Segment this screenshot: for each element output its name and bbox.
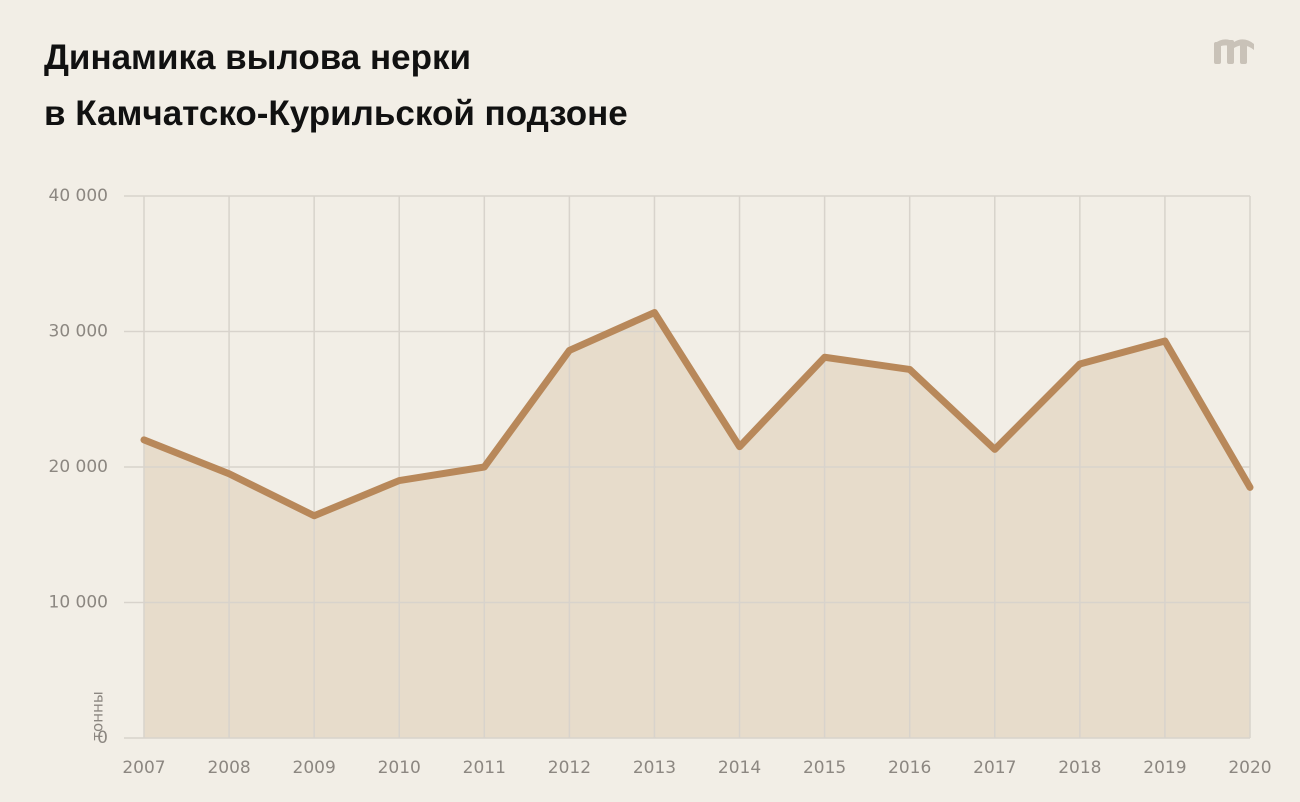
x-tick-label: 2012 <box>548 758 591 778</box>
y-tick-label: 10 000 <box>49 593 108 613</box>
x-tick-label: 2015 <box>803 758 846 778</box>
line <box>140 309 1254 520</box>
x-tick-label: 2011 <box>463 758 506 778</box>
area <box>144 312 1250 738</box>
x-tick-label: 2017 <box>973 758 1016 778</box>
x-tick-label: 2018 <box>1058 758 1101 778</box>
x-tick-label: 2007 <box>122 758 165 778</box>
x-tick-label: 2020 <box>1228 758 1271 778</box>
x-tick-label: 2009 <box>293 758 336 778</box>
y-tick-label: 40 000 <box>49 186 108 206</box>
x-tick-label: 2016 <box>888 758 931 778</box>
x-tick-label: 2019 <box>1143 758 1186 778</box>
y-tick-label: 20 000 <box>49 457 108 477</box>
y-axis-label: тонны <box>89 691 107 740</box>
y-tick-label: 0 <box>97 728 108 748</box>
title-line: Динамика вылова нерки <box>44 38 471 77</box>
title-line: в Камчатско-Курильской подзоне <box>44 94 628 133</box>
x-tick-label: 2013 <box>633 758 676 778</box>
x-tick-label: 2010 <box>378 758 421 778</box>
x-tick-label: 2008 <box>207 758 250 778</box>
logo <box>1214 39 1254 64</box>
chart-title: Динамика вылова нерки в Камчатско-Куриль… <box>44 30 628 142</box>
x-tick-label: 2014 <box>718 758 761 778</box>
y-tick-label: 30 000 <box>49 322 108 342</box>
